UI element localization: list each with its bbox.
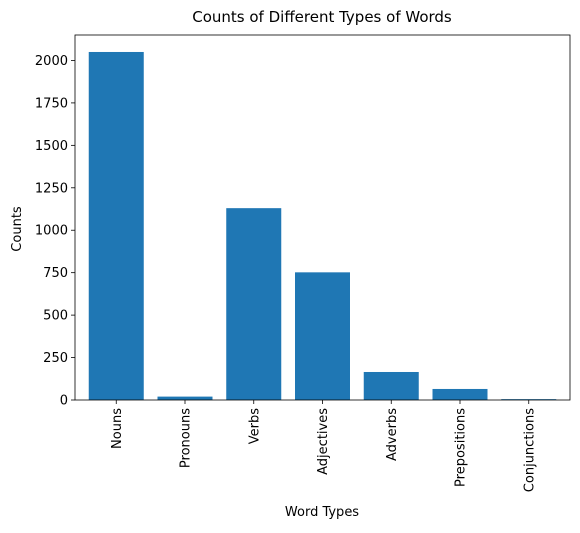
x-tick-label: Pronouns [179, 408, 194, 468]
y-ticks-group: 0 250 500 750 1000 1250 1500 1750 2000 [35, 54, 75, 409]
y-axis-label: Counts [10, 206, 25, 252]
chart-title: Counts of Different Types of Words [192, 8, 452, 26]
y-tick-label: 1750 [35, 96, 68, 111]
x-tick-label: Prepositions [454, 408, 469, 487]
y-tick-label: 1250 [35, 181, 68, 196]
bar-prepositions [432, 388, 488, 400]
bar-pronouns [157, 396, 213, 400]
x-tick-label: Adjectives [316, 408, 331, 475]
bars-group [88, 51, 557, 400]
y-tick-label: 250 [43, 351, 68, 366]
x-axis-label: Word Types [285, 505, 359, 520]
y-tick-label: 1000 [35, 224, 68, 239]
bar-nouns [88, 51, 144, 400]
y-tick-label: 500 [43, 309, 68, 324]
bar-conjunctions [501, 399, 557, 400]
y-tick-label: 750 [43, 266, 68, 281]
y-tick-label: 1500 [35, 139, 68, 154]
x-tick-label: Conjunctions [522, 408, 537, 492]
bar-verbs [226, 208, 282, 400]
x-tick-label: Nouns [110, 408, 125, 449]
x-ticks-group: Nouns Pronouns Verbs Adjectives Adverbs Prepo… [110, 400, 537, 492]
x-tick-label: Adverbs [385, 408, 400, 461]
bar-adverbs [363, 371, 419, 400]
x-tick-label: Verbs [247, 408, 262, 444]
y-tick-label: 0 [60, 394, 68, 409]
bar-adjectives [295, 272, 350, 400]
y-tick-label: 2000 [35, 54, 68, 69]
